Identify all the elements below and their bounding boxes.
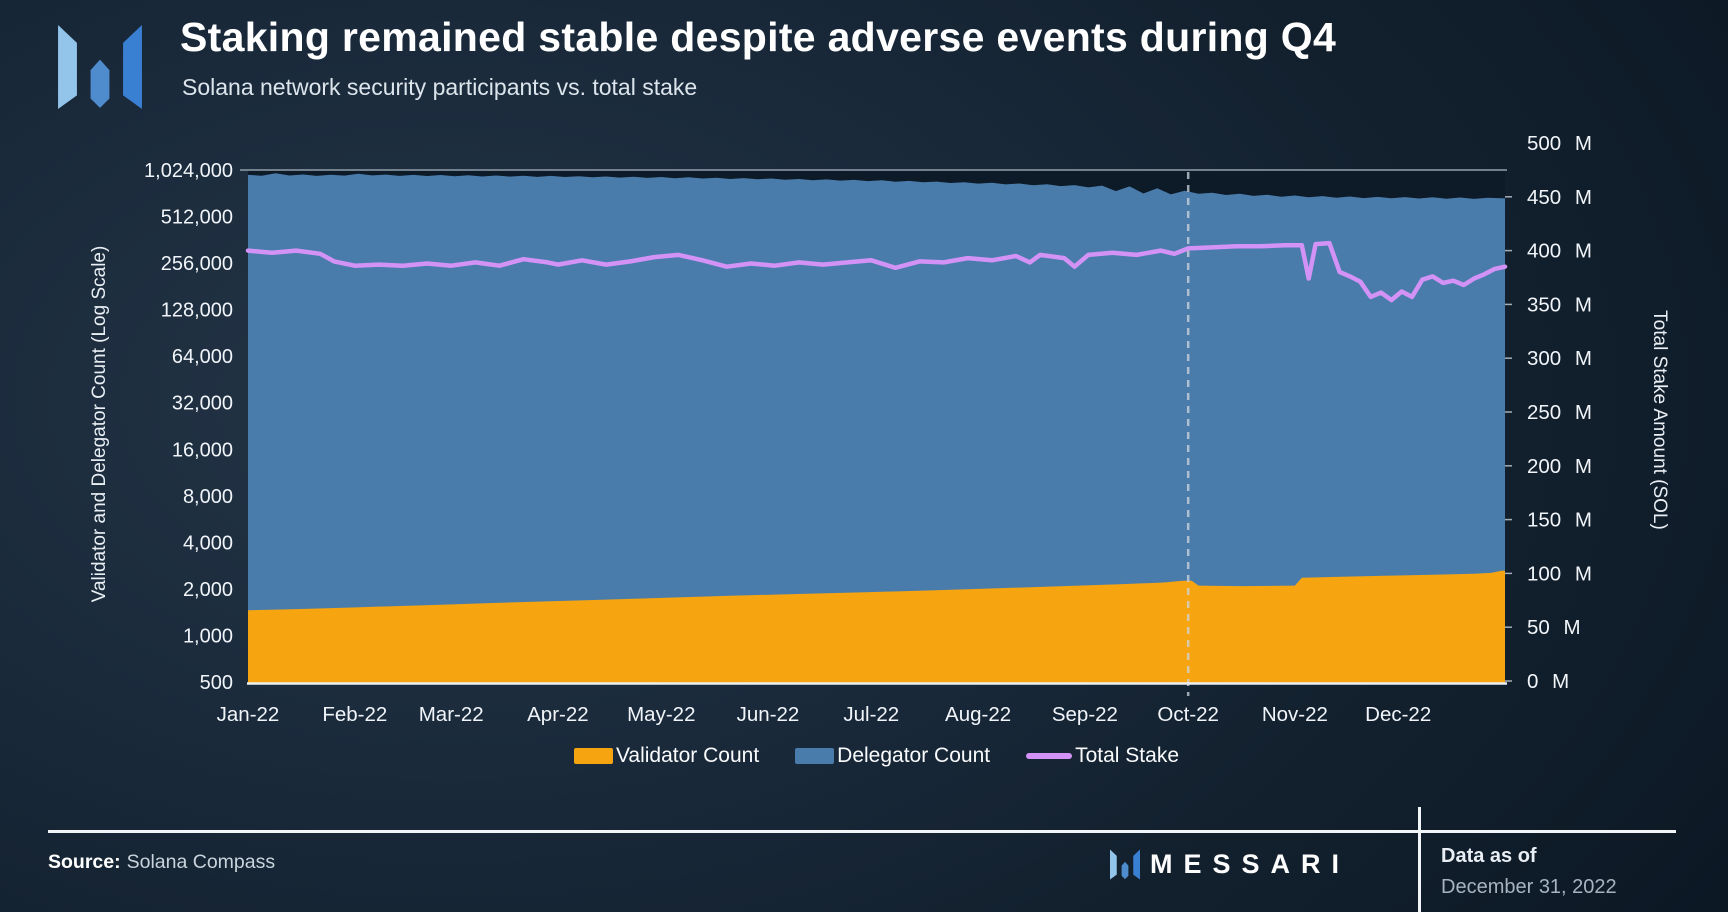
legend-label: Total Stake	[1075, 744, 1180, 767]
logo-left-bar	[1110, 849, 1117, 880]
left-axis-tick-label: 32,000	[172, 393, 233, 415]
left-axis-tick-label: 128,000	[161, 300, 233, 322]
right-axis-tick-label: 200 M	[1527, 455, 1592, 478]
x-axis-month-label: May-22	[627, 703, 695, 726]
x-axis-month-label: Feb-22	[322, 703, 387, 726]
right-axis-tick-label: 450 M	[1527, 186, 1592, 209]
legend-item: Total Stake	[1026, 744, 1179, 768]
x-axis-month-label: Sep-22	[1052, 703, 1118, 726]
logo-middle-bar	[1121, 861, 1129, 880]
validator-count-area	[248, 570, 1505, 683]
right-axis-tick-label: 350 M	[1527, 293, 1592, 316]
messari-logo	[58, 25, 142, 109]
footer-vertical-separator	[1418, 807, 1421, 912]
logo-right-bar	[123, 25, 142, 109]
source-label: Source:	[48, 851, 121, 873]
right-axis-tick-label: 250 M	[1527, 401, 1592, 424]
left-axis-tick-label: 500	[200, 672, 233, 694]
left-axis-tick-label: 2,000	[183, 579, 233, 601]
x-axis-month-label: Mar-22	[419, 703, 484, 726]
total-stake-line	[245, 240, 1508, 303]
data-as-of-label: Data as of	[1441, 845, 1537, 867]
right-axis-tick-label: 50 M	[1527, 616, 1581, 639]
legend-swatch-validator-count	[573, 748, 613, 764]
right-axis-tick-label: 500 M	[1527, 132, 1592, 155]
page-title: Staking remained stable despite adverse …	[180, 14, 1337, 60]
left-axis-tick-label: 64,000	[172, 346, 233, 368]
legend-item: Delegator Count	[795, 744, 990, 768]
brand-name: MESSARI	[1150, 849, 1351, 879]
chart-legend: Validator Count Delegator Count Total Stak…	[248, 744, 1505, 768]
x-axis-month-label: Jul-22	[843, 703, 899, 726]
legend-label: Validator Count	[615, 744, 760, 767]
right-axis-tick-label: 100 M	[1527, 562, 1592, 585]
x-axis-month-label: Aug-22	[945, 703, 1011, 726]
legend-item: Validator Count	[573, 744, 760, 768]
left-axis-tick-label: 16,000	[172, 439, 233, 461]
logo-middle-bar	[90, 59, 110, 108]
x-axis-month-label: Jun-22	[737, 703, 800, 726]
legend-swatch-delegator-count	[795, 748, 835, 764]
x-axis-month-label: Dec-22	[1365, 703, 1431, 726]
left-axis-tick-label: 4,000	[183, 532, 233, 554]
left-axis-tick-label: 512,000	[161, 207, 233, 229]
messari-logo-small	[1110, 849, 1140, 880]
right-axis-tick-label: 300 M	[1527, 347, 1592, 370]
source-attribution: Source: Solana Compass	[48, 851, 275, 874]
x-axis-month-label: Oct-22	[1157, 703, 1219, 726]
messari-wordmark: MESSARI	[1110, 849, 1350, 880]
right-axis-tick-label: 150 M	[1527, 509, 1592, 532]
left-axis-tick-label: 256,000	[161, 253, 233, 275]
left-axis-tick-label: 1,024,000	[144, 160, 233, 182]
left-axis-tick-label: 8,000	[183, 486, 233, 508]
source-value: Solana Compass	[126, 851, 276, 873]
right-axis-tick-label: 400 M	[1527, 240, 1592, 263]
logo-right-bar	[1133, 849, 1140, 880]
x-axis-month-label: Nov-22	[1262, 703, 1328, 726]
delegator-count-area	[248, 173, 1505, 684]
legend-swatch-total-stake	[1026, 753, 1073, 759]
logo-left-bar	[58, 25, 77, 109]
legend-label: Delegator Count	[837, 744, 991, 767]
data-as-of-block: Data as of December 31, 2022	[1441, 845, 1617, 899]
footer-divider-line	[48, 830, 1676, 833]
x-axis-month-label: Apr-22	[527, 703, 589, 726]
left-axis-tick-label: 1,000	[183, 625, 233, 647]
data-as-of-value: December 31, 2022	[1441, 876, 1617, 898]
x-axis-month-label: Jan-22	[217, 703, 280, 726]
page-subtitle: Solana network security participants vs.…	[182, 74, 698, 100]
right-axis-tick-label: 0 M	[1527, 670, 1569, 693]
